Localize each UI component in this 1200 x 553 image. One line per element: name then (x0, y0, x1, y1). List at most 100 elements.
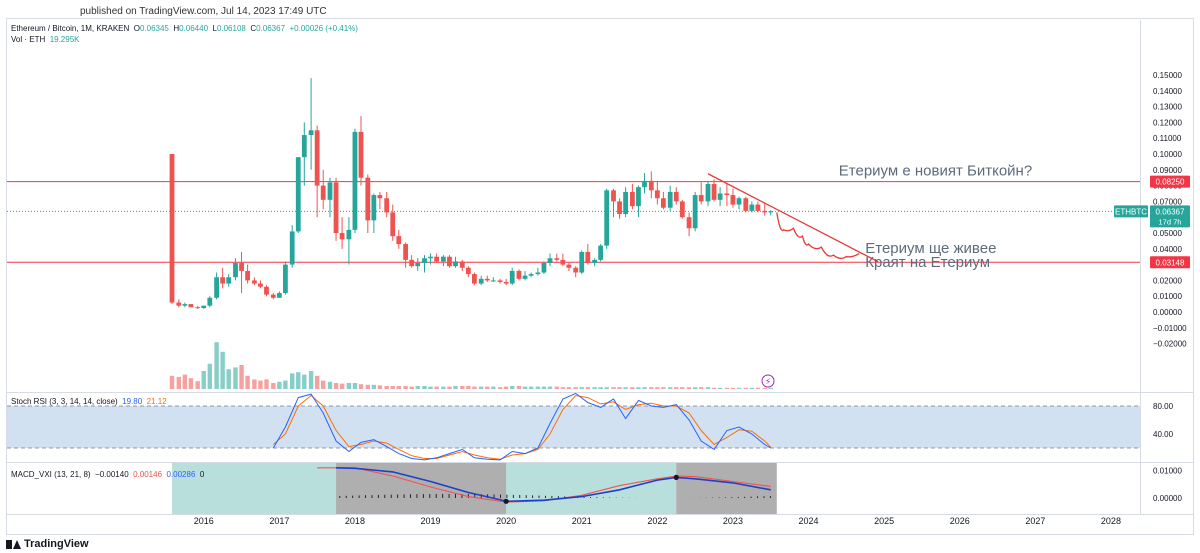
candle-body (233, 263, 238, 278)
candle-body (598, 245, 604, 260)
volume-label: Vol · ETH (11, 35, 46, 44)
candle-body (630, 191, 635, 207)
volume-bar (623, 387, 628, 389)
macd-value-3: 0.00286 (166, 470, 196, 479)
volume-bar (749, 387, 755, 389)
volume-bar (680, 387, 685, 389)
candle-body (176, 302, 182, 306)
volume-bar (466, 386, 471, 389)
volume-bar (560, 387, 566, 389)
volume-bar (541, 386, 547, 389)
x-tick-label: 2025 (874, 516, 894, 526)
candle-body (264, 286, 269, 295)
candle-body (327, 182, 333, 200)
volume-bar (705, 387, 711, 389)
macd-zone (506, 463, 677, 514)
candle-body (503, 281, 509, 284)
volume-bar (674, 387, 679, 389)
chart-annotation: Етериум е новият Биткойн? (839, 162, 1032, 179)
candle-body (320, 185, 326, 200)
main-pane-bg (7, 20, 1140, 392)
candle-body (371, 195, 377, 221)
candle-body (497, 280, 503, 282)
symbol-tag (1114, 205, 1148, 218)
candle-body (428, 256, 433, 259)
macd-value-1: −0.00140 (95, 470, 129, 479)
volume-bar (321, 380, 326, 389)
candle-body (214, 277, 220, 298)
candle-body (276, 293, 282, 298)
candle-body (403, 244, 409, 260)
candle-body (346, 229, 352, 240)
volume-bar (592, 387, 597, 389)
candle-body (604, 190, 610, 246)
close-value: 0.06367 (256, 24, 286, 33)
candle-body (755, 204, 761, 211)
candle-body (686, 217, 692, 229)
candle-body (188, 304, 194, 308)
candle-body (478, 278, 484, 284)
volume-bar (384, 386, 389, 389)
candle-body (522, 275, 528, 279)
tradingview-logo-icon[interactable] (6, 539, 21, 549)
volume-bar (585, 387, 590, 389)
candle-body (705, 184, 711, 202)
volume-bar (220, 351, 225, 389)
macd-cross-marker (673, 474, 679, 480)
volume-bar (434, 386, 439, 389)
stoch-rsi-label: Stoch RSI (3, 3, 14, 14, close) (11, 397, 118, 406)
y-tick-label: 0.09000 (1153, 166, 1182, 175)
volume-bar (717, 387, 723, 389)
candle-body (547, 258, 553, 264)
x-tick-label: 2022 (647, 516, 667, 526)
candle-body (516, 270, 522, 279)
volume-bar (308, 371, 314, 389)
volume-bar (390, 386, 395, 389)
volume-bar (649, 387, 654, 389)
candle-body (679, 201, 685, 218)
y-tick-label: 0.11000 (1153, 134, 1182, 143)
candle-body (579, 251, 585, 273)
candle-body (377, 195, 383, 199)
projection-path (776, 212, 860, 260)
volume-bar (422, 386, 427, 389)
macd-value-2: 0.00146 (133, 470, 163, 479)
volume-bar (346, 383, 352, 389)
x-tick-label: 2018 (345, 516, 365, 526)
volume-bar (415, 386, 420, 389)
candle-body (566, 264, 572, 268)
volume-bar (516, 386, 522, 389)
macd-label: MACD_VXI (13, 21, 8) (11, 470, 91, 479)
candle-body (654, 190, 660, 199)
volume-bar (686, 387, 692, 389)
candle-body (415, 263, 421, 267)
candle-body (484, 278, 490, 281)
volume-bar (743, 387, 749, 389)
candle-body (245, 270, 250, 281)
candle-body (636, 187, 641, 207)
volume-bar (617, 387, 622, 389)
footer: TradingView (6, 538, 89, 550)
macd-legend: MACD_VXI (13, 21, 8) −0.00140 0.00146 0.… (11, 470, 204, 479)
volume-bar (642, 387, 647, 389)
volume-bar (258, 380, 263, 389)
volume-bar (522, 386, 528, 389)
candle-body (592, 259, 598, 264)
candle-body (648, 180, 654, 191)
volume-bar (535, 386, 541, 389)
volume-bar (724, 387, 730, 389)
volume-bar (479, 386, 484, 389)
symbol-legend: Ethereum / Bitcoin, 1M, KRAKEN O0.06345 … (11, 24, 358, 33)
volume-bar (352, 383, 358, 389)
candle-body (573, 267, 579, 273)
rsi-tick-label: 40.00 (1153, 430, 1174, 439)
rsi-tick-label: 80.00 (1153, 402, 1174, 411)
candle-body (541, 263, 547, 273)
close-label: C (250, 24, 257, 33)
volume-bar (409, 386, 414, 389)
volume-bar (604, 387, 609, 389)
stoch-rsi-d-value: 21.12 (146, 397, 167, 406)
volume-bar (554, 386, 560, 389)
footer-brand[interactable]: TradingView (24, 538, 89, 550)
